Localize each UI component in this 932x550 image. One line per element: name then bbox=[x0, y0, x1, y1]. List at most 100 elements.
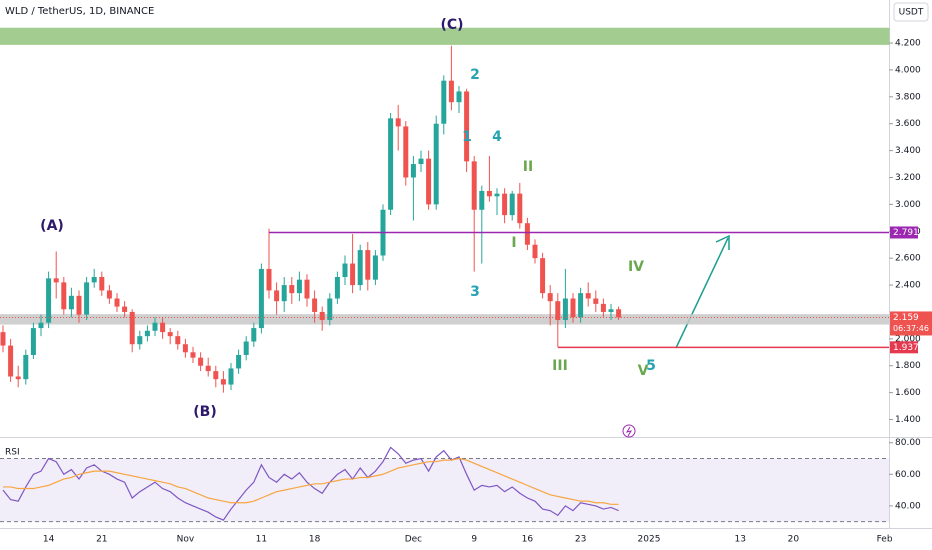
candle-body bbox=[312, 298, 318, 312]
level-label: 2.791 bbox=[893, 228, 919, 238]
wave-label: 3 bbox=[470, 284, 480, 300]
last-price-badge bbox=[890, 311, 932, 336]
candle-body bbox=[395, 118, 401, 127]
event-bolt bbox=[625, 426, 633, 437]
candle-body bbox=[205, 365, 211, 372]
candle-body bbox=[456, 91, 462, 103]
last-price-label: 2.159 bbox=[893, 313, 919, 323]
event-icon[interactable] bbox=[622, 424, 636, 438]
candle-body bbox=[243, 341, 249, 355]
candle-body bbox=[182, 344, 188, 353]
candle-body bbox=[129, 311, 135, 345]
candle-body bbox=[213, 371, 219, 380]
candle-body bbox=[585, 293, 591, 299]
candle-body bbox=[524, 223, 530, 245]
wave-label: (A) bbox=[40, 218, 64, 234]
candle-body bbox=[236, 354, 242, 369]
candle-body bbox=[152, 322, 158, 331]
y-tick-label: 3.200 bbox=[895, 173, 921, 183]
candle-body bbox=[471, 161, 477, 210]
candle-body bbox=[448, 80, 454, 103]
candle-body bbox=[464, 91, 470, 162]
y-tick-label: 3.600 bbox=[895, 119, 921, 129]
y-tick-label: 1.800 bbox=[895, 361, 921, 371]
candle-body bbox=[289, 285, 295, 294]
wave-label: 2 bbox=[470, 67, 480, 83]
candle-body bbox=[251, 328, 257, 342]
candle-body bbox=[53, 278, 59, 283]
candle-body bbox=[570, 298, 576, 318]
candle-body bbox=[342, 263, 348, 277]
y-tick-label: 2.600 bbox=[895, 254, 921, 264]
wave-label: (C) bbox=[440, 17, 463, 33]
currency: USDT bbox=[899, 8, 924, 18]
candle-body bbox=[220, 379, 226, 385]
candle-body bbox=[547, 293, 553, 302]
candle-body bbox=[114, 298, 120, 307]
countdown: 06:37:46 bbox=[893, 324, 929, 333]
candle-body bbox=[304, 279, 310, 299]
candle-body bbox=[68, 295, 74, 310]
y-tick-label: 40.00 bbox=[895, 501, 921, 511]
candle-body bbox=[532, 244, 538, 259]
candle-body bbox=[122, 306, 128, 312]
candle-body bbox=[30, 328, 36, 355]
rsi-title: RSI bbox=[5, 448, 20, 458]
candle-body bbox=[266, 268, 272, 291]
y-tick-label: 3.800 bbox=[895, 92, 921, 102]
wave-label: 1 bbox=[462, 129, 472, 145]
rsi-band bbox=[0, 458, 889, 522]
x-tick-label: Nov bbox=[177, 535, 195, 545]
candle-body bbox=[372, 255, 378, 280]
x-tick-label: 2025 bbox=[638, 535, 661, 545]
y-tick-label: 80.00 bbox=[895, 438, 921, 448]
candle-body bbox=[38, 322, 44, 329]
candle-body bbox=[106, 290, 112, 299]
y-tick-label: 1.600 bbox=[895, 388, 921, 398]
y-tick-label: 4.000 bbox=[895, 65, 921, 75]
x-tick-label: 20 bbox=[788, 535, 800, 545]
candle-body bbox=[91, 276, 97, 283]
level-label: 1.937 bbox=[893, 343, 919, 353]
level-badge bbox=[890, 341, 918, 354]
candle-body bbox=[61, 282, 67, 310]
candle-body bbox=[23, 354, 29, 380]
candle-body bbox=[593, 298, 599, 304]
currency-box[interactable] bbox=[893, 2, 929, 22]
y-tick-label: 60.00 bbox=[895, 470, 921, 480]
candle-body bbox=[486, 190, 492, 197]
x-tick-label: 13 bbox=[734, 535, 745, 545]
candle-body bbox=[578, 293, 584, 318]
x-tick-label: 9 bbox=[471, 535, 477, 545]
candle-body bbox=[418, 158, 424, 165]
candle-body bbox=[76, 295, 82, 315]
candle-body bbox=[99, 276, 105, 291]
wave-label: IV bbox=[628, 259, 644, 275]
rsi-line bbox=[3, 457, 619, 505]
arrow-head bbox=[715, 234, 730, 250]
candle-body bbox=[46, 278, 52, 323]
wave-label: 5 bbox=[646, 358, 656, 374]
candle-body bbox=[319, 311, 325, 321]
wave-label: 4 bbox=[492, 129, 502, 145]
candle-body bbox=[555, 301, 561, 321]
candle-body bbox=[281, 285, 287, 302]
candle-body bbox=[540, 258, 546, 294]
x-tick-label: 18 bbox=[309, 535, 321, 545]
x-tick-label: 21 bbox=[96, 535, 107, 545]
y-tick-label: 1.400 bbox=[895, 415, 921, 425]
wave-label: III bbox=[552, 358, 568, 374]
wave-label: V bbox=[638, 363, 649, 379]
candle-body bbox=[608, 309, 614, 312]
candle-body bbox=[494, 193, 500, 197]
y-tick-label: 3.000 bbox=[895, 200, 921, 210]
candle-body bbox=[517, 193, 523, 224]
x-tick-label: 11 bbox=[256, 535, 267, 545]
chart-title: WLD / TetherUS, 1D, BINANCE bbox=[5, 6, 154, 17]
candle-body bbox=[274, 290, 280, 302]
y-tick-label: 3.400 bbox=[895, 146, 921, 156]
wave-label: I bbox=[511, 235, 516, 251]
candle-body bbox=[190, 352, 196, 358]
candle-body bbox=[365, 250, 371, 280]
candle-body bbox=[167, 332, 173, 337]
